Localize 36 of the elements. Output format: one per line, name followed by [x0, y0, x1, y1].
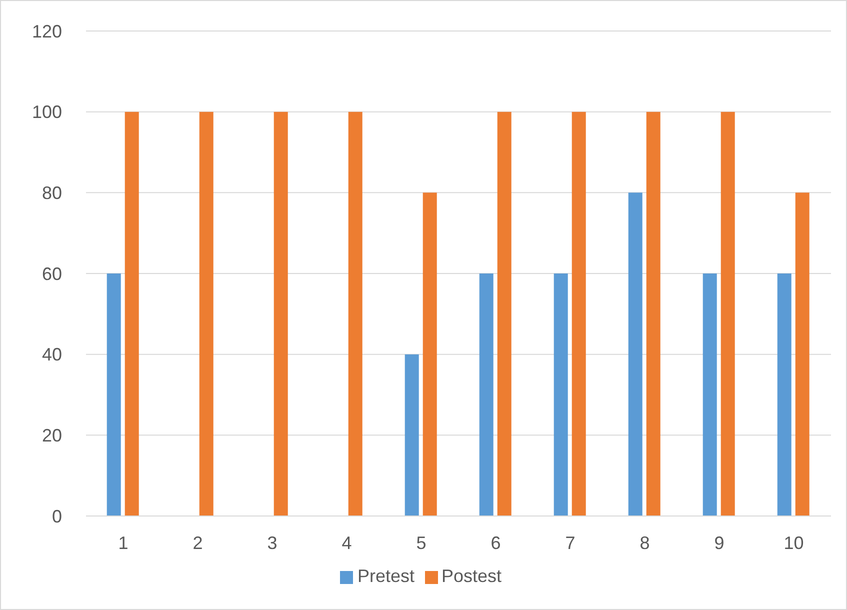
- bar: [702, 274, 717, 516]
- bar: [274, 112, 288, 516]
- y-tick-label: 60: [42, 264, 62, 284]
- bar: [199, 112, 214, 516]
- bar: [348, 112, 362, 516]
- bar: [106, 274, 121, 516]
- y-tick-label: 20: [42, 426, 62, 446]
- bar: [554, 274, 568, 516]
- bar: [404, 354, 419, 516]
- bar: [720, 112, 735, 516]
- bar: [777, 274, 792, 516]
- bar: [795, 192, 810, 516]
- x-tick-label: 3: [267, 532, 278, 553]
- bar: [479, 274, 494, 516]
- bar: [497, 112, 512, 516]
- x-tick-label: 4: [342, 532, 352, 553]
- y-tick-label: 100: [32, 102, 62, 122]
- bar: [572, 112, 586, 516]
- x-tick-label: 9: [714, 532, 724, 553]
- bar: [124, 112, 139, 516]
- y-tick-label: 80: [42, 183, 62, 204]
- legend-label: Pretest: [357, 566, 414, 586]
- y-tick-label: 120: [32, 21, 62, 42]
- x-tick-label: 2: [192, 532, 203, 553]
- bar: [422, 192, 437, 516]
- x-tick-label: 7: [565, 532, 576, 553]
- y-tick-label: 40: [42, 344, 62, 365]
- x-tick-label: 8: [640, 532, 650, 553]
- x-tick-label: 10: [784, 532, 804, 553]
- x-tick-label: 6: [490, 532, 501, 553]
- bar: [628, 192, 642, 516]
- legend-label: Postest: [442, 566, 502, 586]
- bar: [646, 112, 660, 516]
- y-tick-label: 0: [52, 506, 62, 526]
- x-tick-label: 1: [118, 532, 128, 553]
- x-tick-label: 5: [416, 532, 426, 553]
